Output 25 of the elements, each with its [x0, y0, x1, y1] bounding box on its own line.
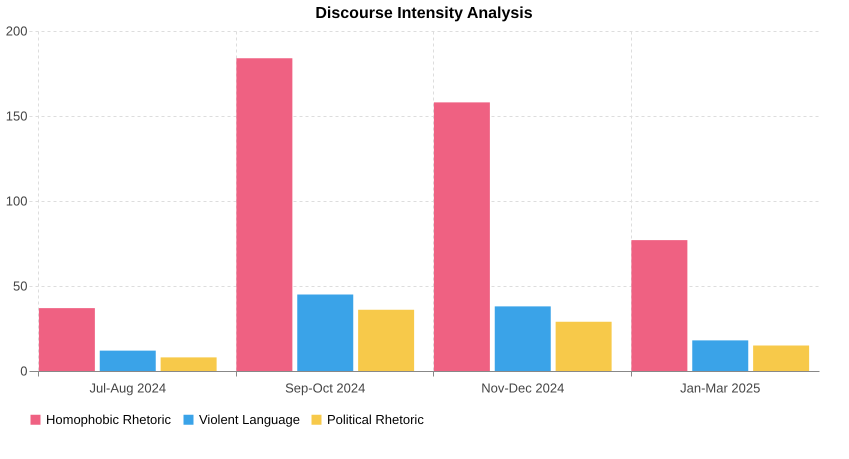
- y-tick-label: 100: [6, 194, 28, 208]
- chart-title: Discourse Intensity Analysis: [315, 5, 533, 22]
- legend-label: Violent Language: [199, 412, 300, 427]
- bar: [358, 310, 414, 371]
- bar: [236, 58, 292, 371]
- y-tick-label: 50: [13, 278, 28, 294]
- bar: [100, 350, 156, 371]
- y-tick-label: 200: [6, 24, 28, 38]
- bar: [556, 322, 612, 371]
- y-tick-label: 0: [20, 364, 28, 378]
- x-tick-label: Sep-Oct 2024: [285, 380, 366, 396]
- bar: [631, 240, 688, 371]
- bar: [160, 357, 217, 371]
- bar: [434, 102, 490, 371]
- bar: [297, 294, 354, 371]
- legend-label: Homophobic Rhetoric: [46, 412, 172, 427]
- bar: [494, 306, 551, 371]
- legend-label: Political Rhetoric: [327, 412, 424, 427]
- x-tick-label: Jan-Mar 2025: [680, 380, 760, 396]
- bar: [38, 308, 95, 371]
- bar: [753, 346, 810, 371]
- y-tick-label: 150: [6, 108, 28, 124]
- x-tick-label: Nov-Dec 2024: [481, 380, 564, 396]
- x-tick-label: Jul-Aug 2024: [89, 380, 166, 396]
- bar: [692, 340, 748, 371]
